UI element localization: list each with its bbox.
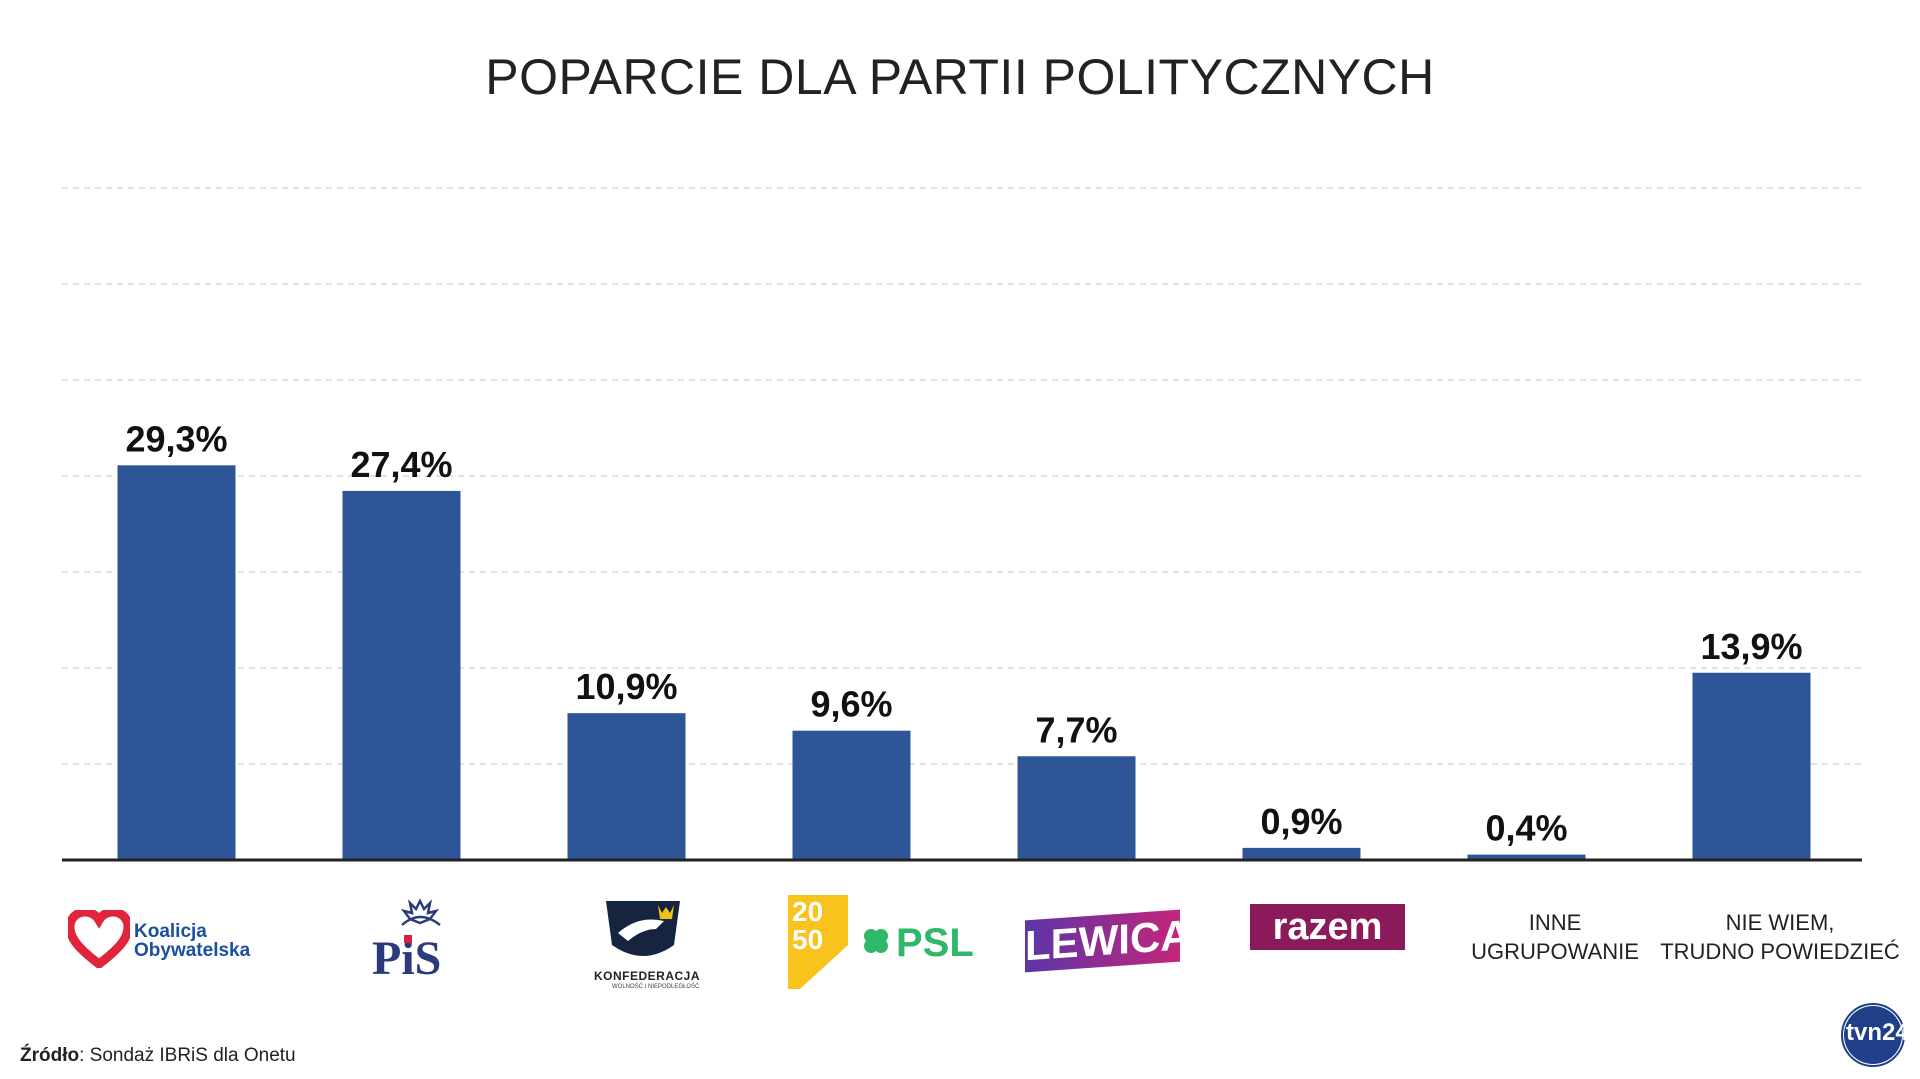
bars	[117, 465, 1811, 860]
logo-koalicja-obywatelska: Koalicja Obywatelska	[68, 910, 268, 970]
bar-5	[1242, 847, 1361, 860]
data-label-6: 0,4%	[1485, 808, 1567, 849]
label-nie-wiem-line1: NIE WIEM,	[1725, 910, 1835, 935]
bar-4	[1017, 756, 1136, 860]
logo-pis: PiS	[368, 895, 468, 985]
source-note: Źródło: Sondaż IBRiS dla Onetu	[20, 1045, 296, 1067]
logo-2050-icon: 20 50	[788, 895, 848, 989]
source-text: : Sondaż IBRiS dla Onetu	[79, 1045, 296, 1066]
label-inne: INNE UGRUPOWANIE	[1455, 908, 1655, 966]
pis-red-dot	[404, 935, 412, 943]
tvn24-logo-icon	[1841, 1003, 1905, 1067]
gridlines	[62, 187, 1862, 765]
bar-1	[342, 490, 461, 860]
eagle-shield-icon	[606, 901, 680, 956]
bar-6	[1467, 854, 1586, 860]
tvn24-logo: tvn24	[1840, 1002, 1909, 1068]
logo-2050-psl: 20 50 PSL	[788, 895, 974, 990]
konfederacja-subtext: WOLNOŚĆ I NIEPODLEGŁOŚĆ	[612, 984, 700, 990]
clover-icon	[864, 929, 888, 953]
label-nie-wiem: NIE WIEM, TRUDNO POWIEDZIEĆ	[1660, 908, 1900, 966]
ko-line2: Obywatelska	[134, 940, 251, 961]
label-inne-line2: UGRUPOWANIE	[1471, 939, 1639, 964]
bar-2	[567, 713, 686, 860]
svg-text:20: 20	[792, 896, 823, 927]
data-label-3: 9,6%	[810, 684, 892, 725]
label-nie-wiem-line2: TRUDNO POWIEDZIEĆ	[1660, 939, 1900, 964]
logo-lewica: LEWICA	[1025, 909, 1191, 973]
tvn24-text: tvn24	[1846, 1019, 1909, 1046]
konfederacja-text: KONFEDERACJA	[594, 969, 701, 983]
logo-konfederacja: KONFEDERACJA WOLNOŚĆ I NIEPODLEGŁOŚĆ	[590, 895, 700, 990]
label-inne-line1: INNE	[1528, 910, 1582, 935]
data-label-1: 27,4%	[350, 444, 452, 485]
data-labels: 29,3% 27,4% 10,9% 9,6% 7,7% 0,9% 0,4% 13,9%	[125, 418, 1802, 848]
data-label-0: 29,3%	[125, 418, 227, 459]
data-label-7: 13,9%	[1700, 626, 1802, 667]
bar-3	[792, 730, 911, 860]
psl-text: PSL	[896, 921, 974, 965]
bar-7	[1692, 672, 1811, 860]
data-label-2: 10,9%	[575, 666, 677, 707]
svg-text:50: 50	[792, 924, 823, 955]
chart-title: POPARCIE DLA PARTII POLITYCZNYCH	[485, 49, 1435, 105]
heart-icon	[68, 910, 130, 968]
bar-0	[117, 465, 236, 860]
eagle-crown-icon	[400, 898, 441, 926]
data-label-4: 7,7%	[1035, 709, 1117, 750]
data-label-5: 0,9%	[1260, 801, 1342, 842]
ko-line1: Koalicja	[134, 921, 207, 942]
source-label: Źródło	[20, 1045, 80, 1066]
logo-razem: razem	[1250, 904, 1405, 950]
